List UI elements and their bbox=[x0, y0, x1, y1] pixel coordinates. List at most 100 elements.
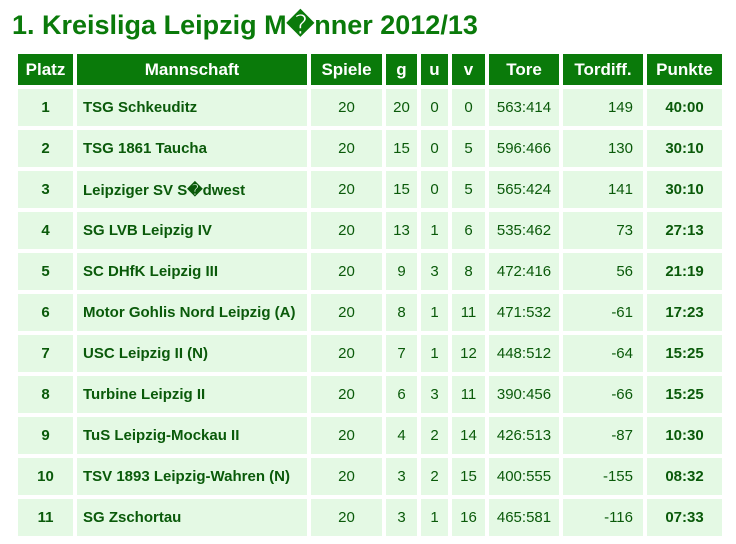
cell-punkte: 30:10 bbox=[647, 130, 722, 167]
col-header-tore: Tore bbox=[489, 54, 559, 85]
cell-spiele: 20 bbox=[311, 335, 382, 372]
cell-u: 1 bbox=[421, 335, 448, 372]
cell-v: 0 bbox=[452, 89, 485, 126]
cell-u: 3 bbox=[421, 376, 448, 413]
cell-tore: 535:462 bbox=[489, 212, 559, 249]
cell-u: 2 bbox=[421, 458, 448, 495]
col-header-spiele: Spiele bbox=[311, 54, 382, 85]
cell-v: 16 bbox=[452, 499, 485, 536]
cell-spiele: 20 bbox=[311, 499, 382, 536]
cell-tore: 471:532 bbox=[489, 294, 559, 331]
cell-punkte: 30:10 bbox=[647, 171, 722, 208]
cell-platz: 9 bbox=[18, 417, 73, 454]
cell-tore: 472:416 bbox=[489, 253, 559, 290]
cell-g: 6 bbox=[386, 376, 417, 413]
table-row: 11 SG Zschortau 20 3 1 16 465:581 -116 07:33 bbox=[18, 499, 722, 536]
cell-spiele: 20 bbox=[311, 294, 382, 331]
table-row: 5 SC DHfK Leipzig III 20 9 3 8 472:416 56 21:19 bbox=[18, 253, 722, 290]
cell-g: 7 bbox=[386, 335, 417, 372]
cell-tordiff: 141 bbox=[563, 171, 643, 208]
table-row: 9 TuS Leipzig-Mockau II 20 4 2 14 426:513 -87 10… bbox=[18, 417, 722, 454]
cell-tore: 565:424 bbox=[489, 171, 559, 208]
table-row: 8 Turbine Leipzig II 20 6 3 11 390:456 -66 15:25 bbox=[18, 376, 722, 413]
cell-platz: 3 bbox=[18, 171, 73, 208]
cell-v: 11 bbox=[452, 294, 485, 331]
col-header-u: u bbox=[421, 54, 448, 85]
cell-team: Turbine Leipzig II bbox=[77, 376, 307, 413]
col-header-tordiff: Tordiff. bbox=[563, 54, 643, 85]
cell-platz: 7 bbox=[18, 335, 73, 372]
cell-spiele: 20 bbox=[311, 417, 382, 454]
cell-g: 15 bbox=[386, 171, 417, 208]
cell-v: 14 bbox=[452, 417, 485, 454]
cell-tordiff: 130 bbox=[563, 130, 643, 167]
cell-platz: 4 bbox=[18, 212, 73, 249]
page-title: 1. Kreisliga Leipzig M�nner 2012/13 bbox=[12, 10, 478, 40]
cell-tordiff: -116 bbox=[563, 499, 643, 536]
cell-team: USC Leipzig II (N) bbox=[77, 335, 307, 372]
cell-u: 1 bbox=[421, 212, 448, 249]
cell-tore: 596:466 bbox=[489, 130, 559, 167]
cell-tordiff: 149 bbox=[563, 89, 643, 126]
cell-v: 12 bbox=[452, 335, 485, 372]
cell-punkte: 10:30 bbox=[647, 417, 722, 454]
cell-tordiff: -64 bbox=[563, 335, 643, 372]
cell-u: 1 bbox=[421, 499, 448, 536]
standings-table: Platz Mannschaft Spiele g u v Tore Tordi… bbox=[14, 50, 726, 540]
cell-v: 8 bbox=[452, 253, 485, 290]
cell-tordiff: -66 bbox=[563, 376, 643, 413]
cell-tore: 448:512 bbox=[489, 335, 559, 372]
cell-punkte: 07:33 bbox=[647, 499, 722, 536]
col-header-punkte: Punkte bbox=[647, 54, 722, 85]
cell-platz: 8 bbox=[18, 376, 73, 413]
cell-platz: 10 bbox=[18, 458, 73, 495]
table-row: 4 SG LVB Leipzig IV 20 13 1 6 535:462 73 27:13 bbox=[18, 212, 722, 249]
cell-g: 9 bbox=[386, 253, 417, 290]
cell-tordiff: 73 bbox=[563, 212, 643, 249]
cell-team: Leipziger SV S�dwest bbox=[77, 171, 307, 208]
table-row: 10 TSV 1893 Leipzig-Wahren (N) 20 3 2 15 400:5… bbox=[18, 458, 722, 495]
cell-v: 6 bbox=[452, 212, 485, 249]
table-row: 7 USC Leipzig II (N) 20 7 1 12 448:512 -64 15:25 bbox=[18, 335, 722, 372]
cell-g: 13 bbox=[386, 212, 417, 249]
cell-punkte: 21:19 bbox=[647, 253, 722, 290]
cell-team: SG Zschortau bbox=[77, 499, 307, 536]
cell-u: 0 bbox=[421, 89, 448, 126]
header-row: Platz Mannschaft Spiele g u v Tore Tordi… bbox=[18, 54, 722, 85]
cell-punkte: 17:23 bbox=[647, 294, 722, 331]
cell-v: 5 bbox=[452, 130, 485, 167]
cell-team: SC DHfK Leipzig III bbox=[77, 253, 307, 290]
cell-spiele: 20 bbox=[311, 130, 382, 167]
col-header-mannschaft: Mannschaft bbox=[77, 54, 307, 85]
cell-tore: 390:456 bbox=[489, 376, 559, 413]
cell-team: TSG 1861 Taucha bbox=[77, 130, 307, 167]
cell-v: 15 bbox=[452, 458, 485, 495]
cell-u: 0 bbox=[421, 130, 448, 167]
col-header-g: g bbox=[386, 54, 417, 85]
cell-tore: 563:414 bbox=[489, 89, 559, 126]
cell-punkte: 27:13 bbox=[647, 212, 722, 249]
cell-g: 20 bbox=[386, 89, 417, 126]
cell-g: 4 bbox=[386, 417, 417, 454]
cell-punkte: 08:32 bbox=[647, 458, 722, 495]
cell-spiele: 20 bbox=[311, 89, 382, 126]
cell-team: TSV 1893 Leipzig-Wahren (N) bbox=[77, 458, 307, 495]
cell-tore: 400:555 bbox=[489, 458, 559, 495]
cell-platz: 1 bbox=[18, 89, 73, 126]
cell-spiele: 20 bbox=[311, 458, 382, 495]
cell-g: 3 bbox=[386, 499, 417, 536]
cell-tore: 465:581 bbox=[489, 499, 559, 536]
cell-platz: 2 bbox=[18, 130, 73, 167]
cell-spiele: 20 bbox=[311, 253, 382, 290]
cell-spiele: 20 bbox=[311, 171, 382, 208]
cell-spiele: 20 bbox=[311, 212, 382, 249]
col-header-platz: Platz bbox=[18, 54, 73, 85]
cell-platz: 6 bbox=[18, 294, 73, 331]
cell-u: 0 bbox=[421, 171, 448, 208]
cell-u: 1 bbox=[421, 294, 448, 331]
table-row: 3 Leipziger SV S�dwest 20 15 0 5 565:424 141 30:… bbox=[18, 171, 722, 208]
cell-team: SG LVB Leipzig IV bbox=[77, 212, 307, 249]
cell-punkte: 15:25 bbox=[647, 335, 722, 372]
cell-platz: 5 bbox=[18, 253, 73, 290]
table-row: 1 TSG Schkeuditz 20 20 0 0 563:414 149 40:00 bbox=[18, 89, 722, 126]
